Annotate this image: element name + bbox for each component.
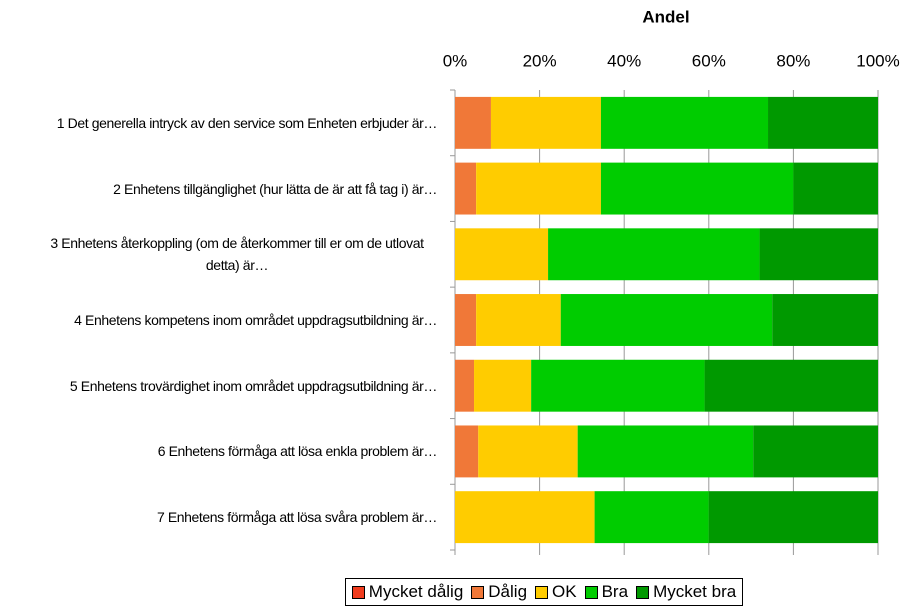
legend: Mycket dålig Dålig OK Bra Mycket bra [345,578,743,606]
category-text: 2 Enhetens tillgänglighet (hur lätta de … [113,180,437,197]
legend-label: OK [552,582,577,601]
bar-segment [478,425,578,478]
legend-swatch [471,585,485,599]
bar-segment [455,491,595,544]
legend-swatch [584,585,598,599]
bar-segment [476,162,601,215]
category-text: 7 Enhetens förmåga att lösa svåra proble… [156,509,437,526]
bar-segment [600,96,769,149]
legend-label: Dålig [488,582,528,601]
bar-segment [768,96,878,149]
bar-segment [490,96,601,149]
category-text: 5 Enhetens trovärdighet inom området upp… [69,377,437,394]
legend-label: Bra [601,582,629,601]
bar-segment [455,425,479,478]
legend-label: Mycket dålig [368,582,464,601]
category-label: 7 Enhetens förmåga att lösa svåra proble… [37,484,437,550]
category-label: 2 Enhetens tillgänglighet (hur lätta de … [37,156,437,222]
legend-item: Bra [584,582,629,602]
bar-segment [531,359,705,412]
axis-title: Andel [642,7,689,26]
category-label: 6 Enhetens förmåga att lösa enkla proble… [37,419,438,485]
legend-swatch [535,585,549,599]
bar-segment [577,425,754,478]
bar-segment [455,294,477,346]
category-label: 4 Enhetens kompetens inom området uppdra… [37,287,437,353]
category-label: 5 Enhetens trovärdighet inom området upp… [37,353,437,419]
bar-segment [455,228,549,281]
bar-segment [455,359,475,412]
legend-swatch [351,585,365,599]
x-tick-label: 80% [776,51,810,70]
bar-segment [560,294,773,346]
bar-segment [772,294,878,346]
category-text: 3 Enhetens återkoppling (om de återkomme… [50,235,424,274]
category-text: 4 Enhetens kompetens inom området uppdra… [74,311,437,328]
bar-segment [455,96,491,149]
bar-segment [474,359,532,412]
legend-item: Mycket dålig [351,582,464,602]
legend-swatch [636,585,650,599]
legend-item: Mycket bra [636,582,736,602]
bar-segment [759,228,878,281]
bar-segment [600,162,794,215]
category-label: 1 Det generella intryck av den service s… [37,90,438,156]
x-tick-label: 20% [523,51,557,70]
x-tick-label: 0% [443,51,468,70]
x-tick-label: 40% [607,51,641,70]
bar-segment [476,294,561,346]
category-text: 1 Det generella intryck av den service s… [56,114,438,131]
bar-segment [793,162,878,215]
bar-segment [548,228,760,281]
legend-item: OK [535,582,577,602]
bar-segment [704,359,878,412]
legend-item: Dålig [471,582,527,602]
x-tick-label: 60% [692,51,726,70]
bar-segment [708,491,878,544]
x-tick-label: 100% [856,51,899,70]
bar-segment [753,425,878,478]
legend-label: Mycket bra [653,582,737,601]
category-label: 3 Enhetens återkoppling (om de återkomme… [37,221,437,287]
bar-segment [455,162,477,215]
bar-segment [594,491,709,544]
category-text: 6 Enhetens förmåga att lösa enkla proble… [157,443,438,460]
